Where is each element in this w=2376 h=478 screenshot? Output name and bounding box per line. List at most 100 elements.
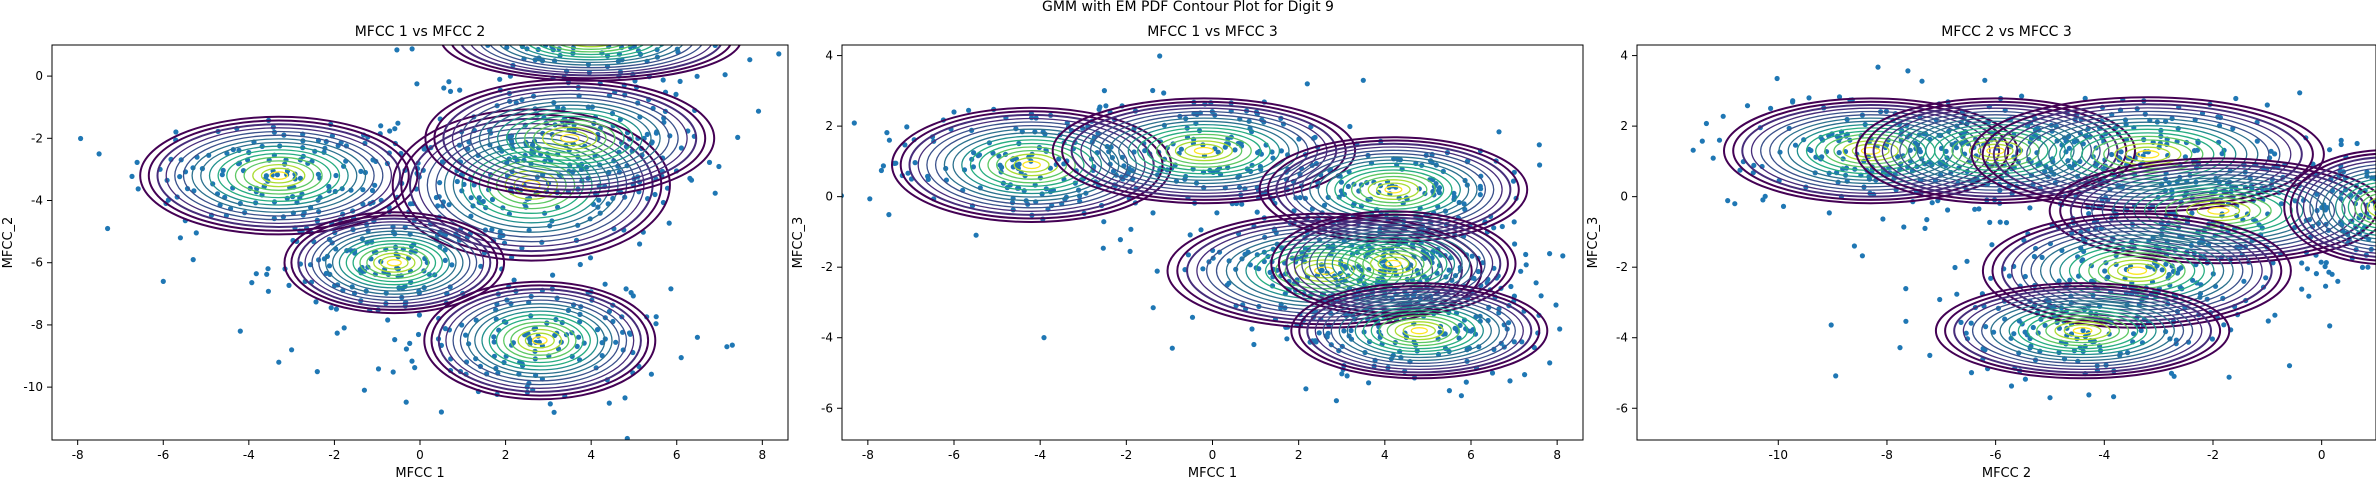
scatter-point [442, 326, 448, 332]
scatter-point [1919, 78, 1925, 84]
scatter-point [1325, 194, 1331, 200]
y-tick-label: -6 [1616, 401, 1628, 415]
scatter-point [577, 261, 583, 268]
scatter-point [313, 299, 319, 305]
contour-level [2186, 200, 2251, 222]
scatter-point [284, 195, 290, 201]
scatter-point [1624, 155, 1629, 160]
scatter-point [2354, 140, 2360, 147]
scatter-point [1261, 258, 1267, 265]
scatter-point [96, 151, 102, 157]
scatter-point [1461, 201, 1467, 207]
scatter-point [587, 255, 594, 261]
scatter-point [1989, 242, 1995, 248]
scatter-point [1457, 322, 1463, 328]
contour-level [514, 115, 625, 161]
scatter-point [688, 36, 693, 41]
contour-level [1342, 169, 1445, 210]
contour-level [400, 113, 663, 257]
contour-level [572, 34, 610, 44]
scatter-point [412, 365, 418, 371]
scatter-point [2221, 322, 2227, 328]
contour-level [2054, 321, 2111, 341]
scatter-point [394, 47, 400, 53]
contour-level [2015, 110, 2281, 198]
scatter-point [1518, 268, 1524, 274]
scatter-point [1859, 253, 1865, 259]
contour-level [2341, 182, 2376, 233]
contour-level [1362, 309, 1476, 353]
scatter-point [511, 277, 517, 283]
scatter-point [1251, 341, 1257, 348]
contour-level [1350, 172, 1436, 207]
scatter-point [755, 108, 762, 114]
scatter-point [1032, 129, 1038, 135]
scatter-point [403, 399, 409, 405]
contour-level [1165, 137, 1243, 165]
scatter-point [323, 270, 329, 276]
scatter-point [441, 85, 447, 91]
scatter-point [1924, 217, 1930, 223]
scatter-point [1341, 328, 1347, 334]
scatter-point [2138, 327, 2144, 334]
scatter-point [951, 109, 957, 115]
scatter-point [791, 173, 796, 178]
scatter-point [663, 16, 668, 21]
scatter-point [193, 230, 199, 236]
scatter-point [1987, 219, 1993, 225]
x-tick-label: 0 [416, 448, 424, 462]
scatter-point [2030, 324, 2036, 331]
contour-level [1890, 110, 2101, 191]
scatter-point [643, 32, 648, 37]
x-tick-label: 0 [1209, 448, 1217, 462]
contour-level [442, 85, 698, 191]
contour-level [297, 217, 492, 308]
scatter-point [622, 36, 627, 41]
scatter-point [1303, 386, 1309, 392]
contour-level [524, 332, 555, 349]
scatter-point [1101, 88, 1107, 94]
contour-level [2328, 175, 2376, 240]
contour-level [1990, 300, 2175, 362]
contour-level [891, 106, 1173, 223]
scatter-point [1710, 155, 1716, 161]
contour-level [1080, 107, 1328, 195]
contour-level [1274, 252, 1375, 290]
contour-level [1851, 143, 1890, 158]
contour-level [1369, 253, 1417, 275]
scatter-point [1278, 148, 1284, 154]
scatter-point [722, 72, 728, 78]
contour-level [2116, 262, 2157, 279]
x-tick-label: -8 [72, 448, 84, 462]
scatter-point [671, 33, 676, 38]
contour-level [2020, 227, 2254, 315]
contour-level [470, 45, 712, 74]
scatter-point [1178, 146, 1184, 152]
scatter-point [2022, 273, 2028, 280]
y-tick-label: -6 [821, 401, 833, 415]
contour-level [996, 149, 1068, 180]
y-tick-label: 4 [1620, 49, 1628, 63]
scatter-point [512, 31, 517, 36]
scatter-point [674, 38, 679, 43]
scatter-point [2185, 339, 2192, 345]
scatter-point [1037, 175, 1043, 181]
scatter-point [613, 339, 619, 345]
contour-level [1971, 294, 2194, 368]
contour-level [460, 93, 679, 184]
y-axis: -10 -8 -6 -4 -2 0 MFCC_2 [1, 69, 52, 394]
scatter-point [1101, 219, 1107, 225]
scatter-point [751, 20, 756, 25]
scatter-point [392, 337, 398, 343]
scatter-point [596, 0, 601, 4]
scatter-point [539, 239, 545, 245]
scatter-point [1905, 68, 1911, 74]
contour-level [496, 108, 643, 169]
x-tick-label: -2 [1120, 448, 1132, 462]
scatter-point [1471, 275, 1477, 281]
scatter-point [378, 123, 384, 129]
scatter-point [1198, 227, 1204, 233]
scatter-point [369, 187, 376, 194]
scatter-point [1954, 291, 1960, 297]
contour-level [243, 160, 315, 191]
